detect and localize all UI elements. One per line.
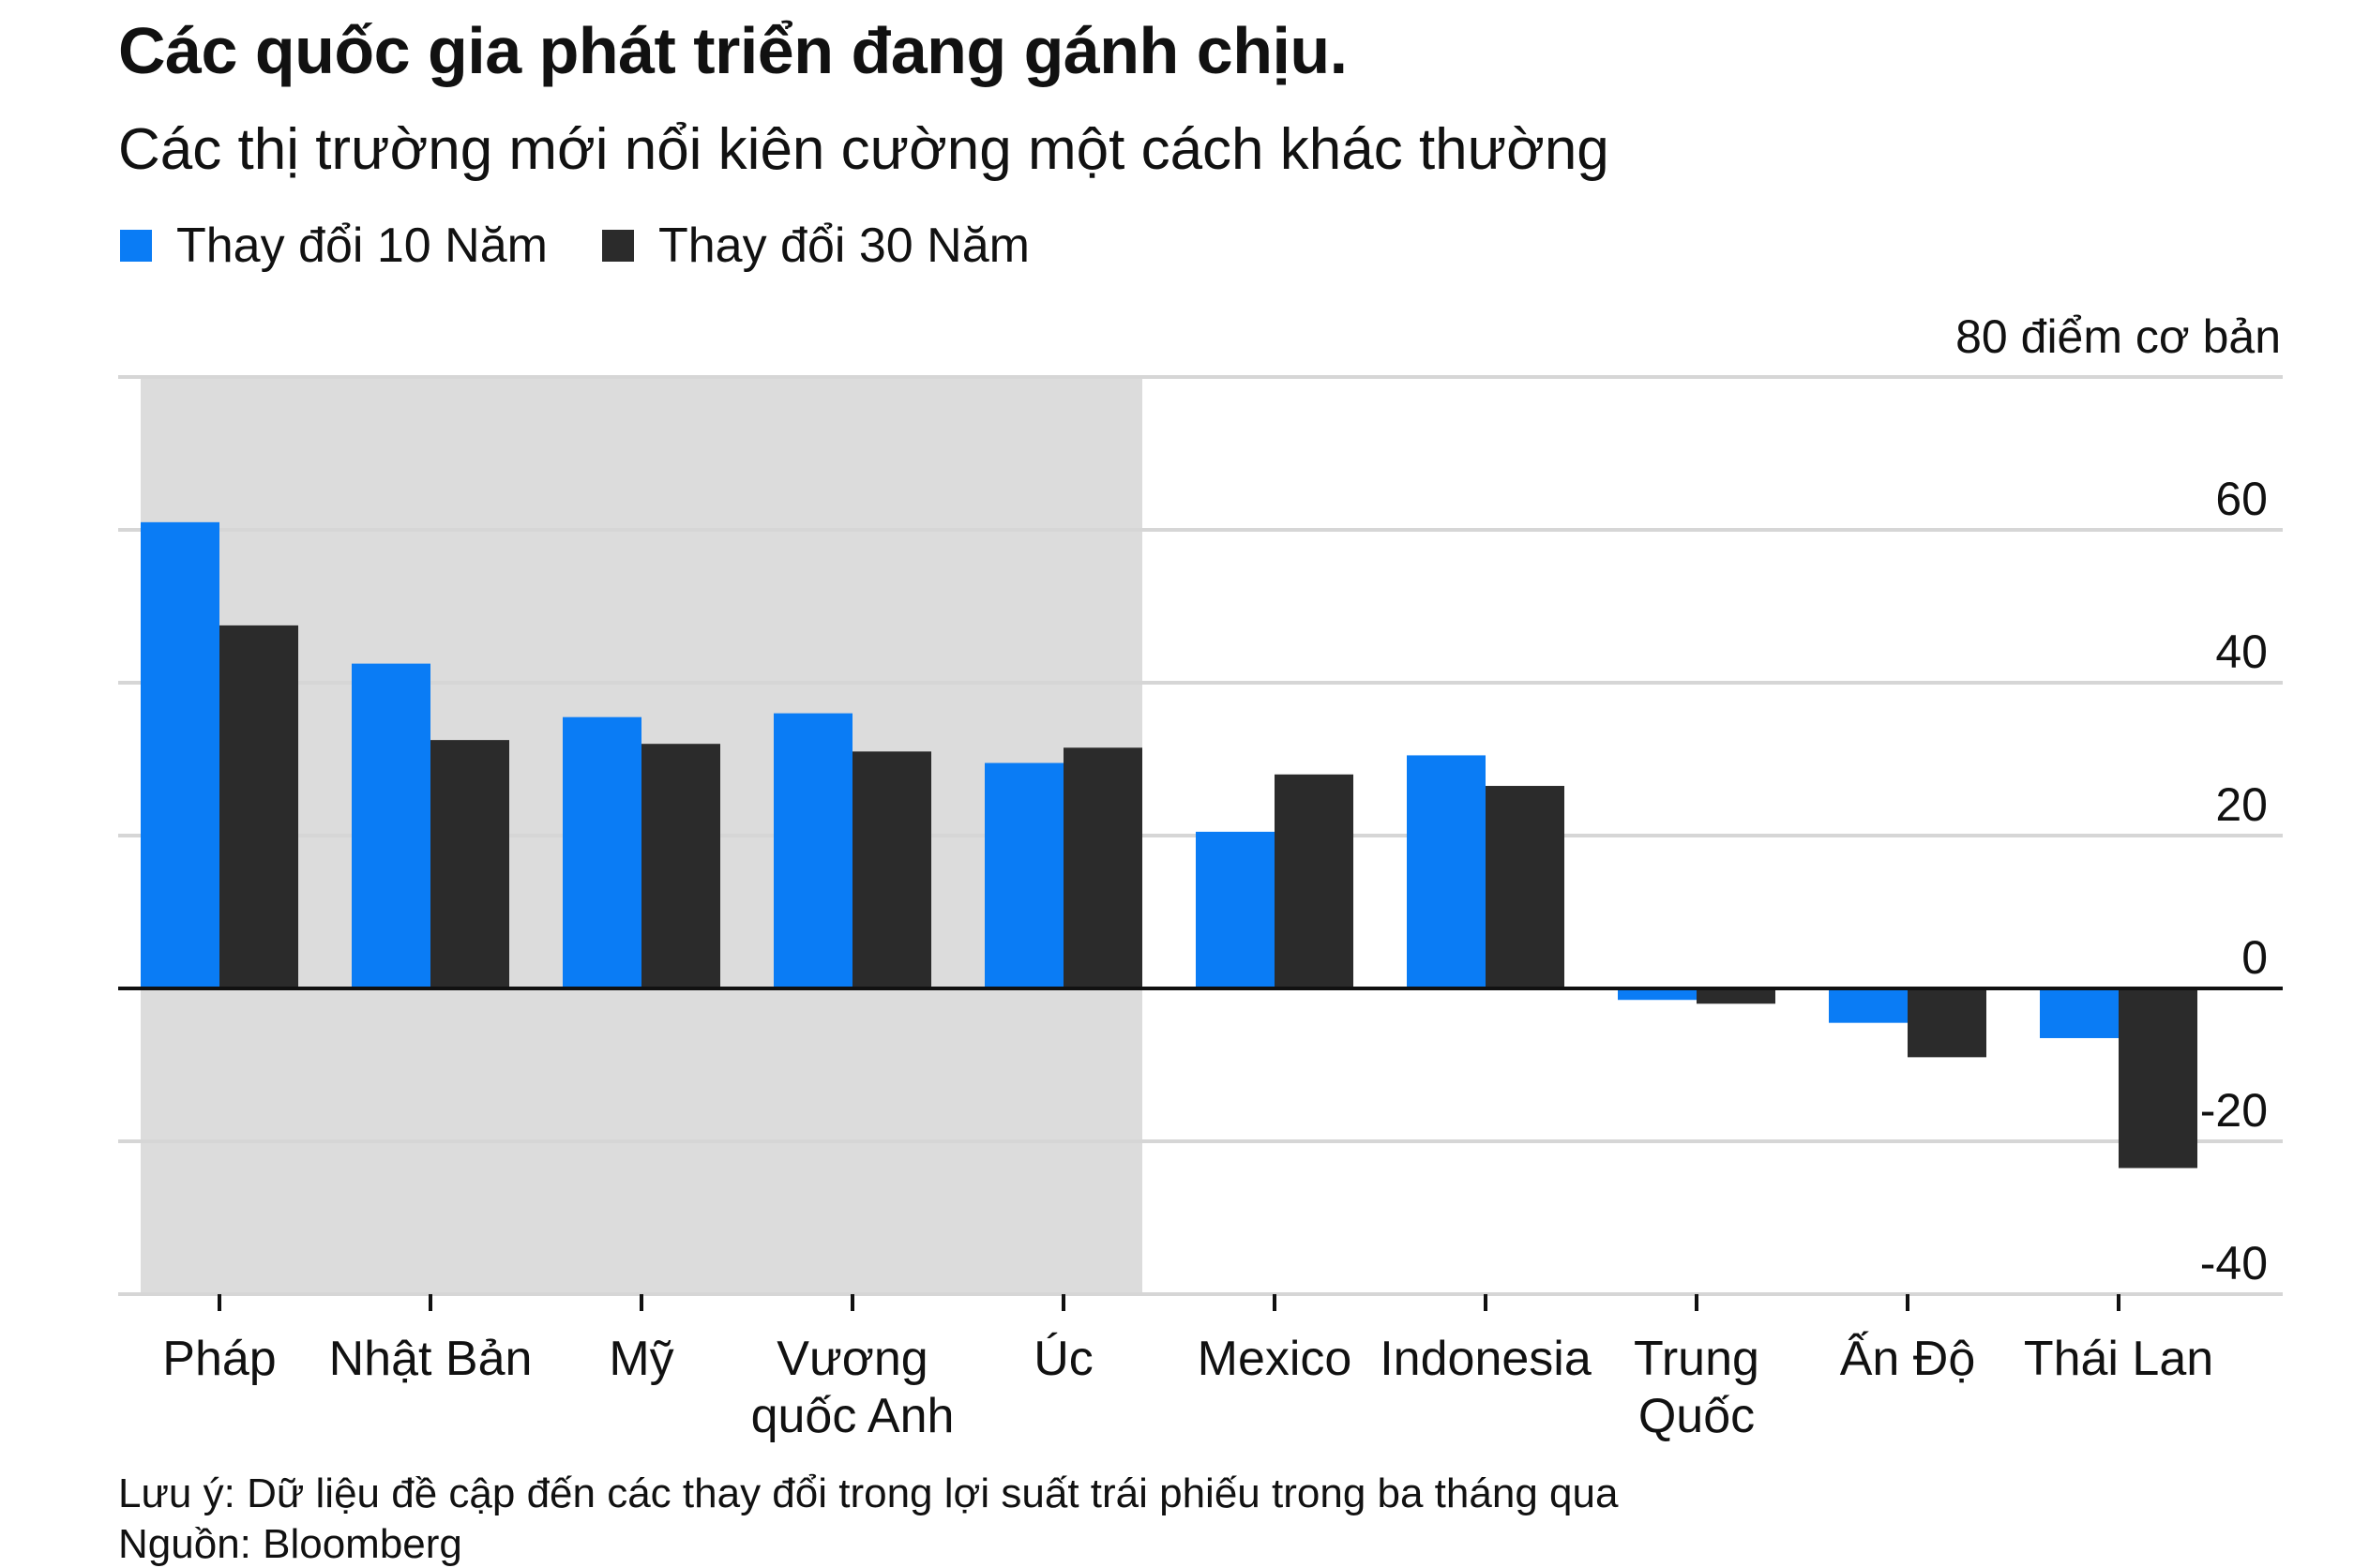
bar-30y: [219, 625, 298, 988]
legend-label-30y: Thay đổi 30 Năm: [657, 219, 1030, 273]
x-tick-label: Mỹ: [609, 1332, 673, 1386]
legend-swatch-30y: [601, 230, 634, 262]
legend-label-10y: Thay đổi 10 Năm: [176, 219, 548, 273]
y-tick-label: 20: [2215, 778, 2268, 831]
x-tick-label: Mexico: [1198, 1332, 1352, 1386]
bar-30y: [1064, 747, 1142, 988]
x-tick-label: Úc: [1034, 1332, 1094, 1386]
bar-10y: [1407, 755, 1486, 988]
x-tick-label: Thái Lan: [2024, 1332, 2213, 1386]
footer-note: Lưu ý: Dữ liệu đề cập đến các thay đổi t…: [118, 1470, 1619, 1516]
y-tick-label: 60: [2215, 473, 2268, 525]
legend-item-30y: Thay đổi 30 Năm: [601, 218, 1030, 274]
legend: Thay đổi 10 Năm Thay đổi 30 Năm: [120, 218, 1084, 274]
bar-10y: [1196, 831, 1275, 988]
bar-10y: [563, 716, 641, 988]
x-tick-label: Ấn Độ: [1840, 1331, 1976, 1386]
bar-chart: 60 40 20 0 -20 -40 80 điểm cơ bản Pháp Nhật Bản M…: [118, 310, 2283, 1443]
x-tick-label: Quốc: [1638, 1389, 1755, 1443]
x-tick-label: Indonesia: [1380, 1332, 1592, 1386]
x-tick-label: quốc Anh: [751, 1389, 955, 1443]
legend-item-10y: Thay đổi 10 Năm: [120, 218, 548, 274]
bar-30y: [2119, 988, 2197, 1168]
bar-10y: [2040, 988, 2119, 1038]
x-tick-label: Pháp: [162, 1332, 276, 1386]
y-tick-label: 40: [2215, 626, 2268, 678]
bar-30y: [853, 751, 931, 988]
bar-10y: [352, 663, 430, 988]
y-tick-label: -20: [2200, 1084, 2268, 1137]
bar-10y: [985, 762, 1064, 988]
y-tick-label: -40: [2200, 1237, 2268, 1289]
y-axis-unit-label: 80 điểm cơ bản: [1955, 310, 2281, 363]
bar-10y: [1618, 988, 1697, 1001]
chart-title: Các quốc gia phát triển đang gánh chịu.: [118, 14, 1348, 87]
bar-30y: [1486, 786, 1564, 988]
bar-10y: [1829, 988, 1908, 1023]
bar-30y: [1275, 774, 1353, 988]
bar-10y: [141, 521, 219, 988]
bar-10y: [774, 713, 853, 988]
y-tick-label: 0: [2241, 931, 2268, 984]
x-tick-label: Trung: [1634, 1332, 1759, 1386]
x-tick-label: Vương: [777, 1332, 928, 1386]
bar-30y: [430, 740, 509, 988]
chart-subtitle: Các thị trường mới nổi kiên cường một cá…: [118, 117, 1609, 182]
bar-30y: [1908, 988, 1986, 1058]
legend-swatch-10y: [120, 230, 152, 262]
bar-30y: [1697, 988, 1775, 1004]
x-tick-label: Nhật Bản: [329, 1332, 533, 1386]
bar-30y: [641, 744, 720, 988]
footer-source: Nguồn: Bloomberg: [118, 1521, 462, 1567]
